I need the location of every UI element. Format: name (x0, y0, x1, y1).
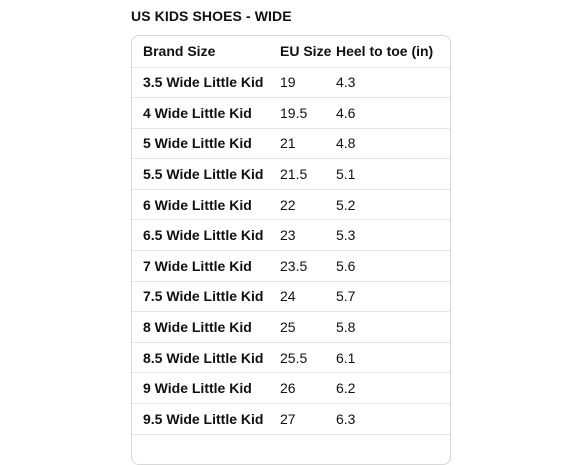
cell-brand-size: 8.5 Wide Little Kid (132, 342, 268, 374)
column-header-brand-size: Brand Size (132, 36, 268, 68)
cell-brand-size: 9 Wide Little Kid (132, 372, 268, 405)
column-header-eu-size: EU Size (268, 36, 336, 68)
cell-brand-size: 5 Wide Little Kid (132, 128, 268, 160)
table-row: 6.5 Wide Little Kid 23 5.3 (132, 219, 450, 252)
cell-heel-to-toe: 4.3 (336, 67, 450, 99)
cell-brand-size: 8 Wide Little Kid (132, 311, 268, 343)
cell-eu-size: 19 (268, 67, 336, 99)
cell-brand-size: 4 Wide Little Kid (132, 97, 268, 129)
table-row: 8 Wide Little Kid 25 5.8 (132, 311, 450, 343)
cell-eu-size: 24 (268, 281, 336, 313)
cell-heel-to-toe: 6.2 (336, 372, 450, 405)
table-row: 5 Wide Little Kid 21 4.8 (132, 128, 450, 160)
cell-heel-to-toe: 6.1 (336, 342, 450, 374)
table-row: 9.5 Wide Little Kid 27 6.3 (132, 403, 450, 435)
cell-eu-size: 25 (268, 311, 336, 343)
cell-eu-size: 23.5 (268, 250, 336, 282)
cell-heel-to-toe: 5.2 (336, 189, 450, 221)
cell-brand-size: 9.5 Wide Little Kid (132, 403, 268, 435)
table-body: 3.5 Wide Little Kid 19 4.3 4 Wide Little Ki… (132, 67, 450, 435)
page-title: US KIDS SHOES - WIDE (131, 8, 292, 24)
table-row: 5.5 Wide Little Kid 21.5 5.1 (132, 158, 450, 190)
cell-heel-to-toe: 5.7 (336, 281, 450, 313)
table-row: 9 Wide Little Kid 26 6.2 (132, 372, 450, 405)
cell-brand-size: 7.5 Wide Little Kid (132, 281, 268, 313)
cell-eu-size: 27 (268, 403, 336, 435)
cell-heel-to-toe: 5.6 (336, 250, 450, 282)
table-row: 6 Wide Little Kid 22 5.2 (132, 189, 450, 221)
cell-heel-to-toe: 5.3 (336, 219, 450, 252)
cell-brand-size: 6.5 Wide Little Kid (132, 219, 268, 252)
cell-brand-size: 6 Wide Little Kid (132, 189, 268, 221)
cell-eu-size: 21.5 (268, 158, 336, 190)
cell-brand-size: 5.5 Wide Little Kid (132, 158, 268, 190)
cell-heel-to-toe: 5.8 (336, 311, 450, 343)
table-header-row: Brand Size EU Size Heel to toe (in) (132, 36, 450, 68)
cell-brand-size: 7 Wide Little Kid (132, 250, 268, 282)
cell-heel-to-toe: 6.3 (336, 403, 450, 435)
cell-eu-size: 26 (268, 372, 336, 405)
cell-heel-to-toe: 4.8 (336, 128, 450, 160)
cell-eu-size: 23 (268, 219, 336, 252)
table-row: 4 Wide Little Kid 19.5 4.6 (132, 97, 450, 129)
table-row: 7.5 Wide Little Kid 24 5.7 (132, 281, 450, 313)
cell-eu-size: 22 (268, 189, 336, 221)
size-chart-table-card: Brand Size EU Size Heel to toe (in) 3.5 … (131, 35, 451, 465)
size-chart-table: Brand Size EU Size Heel to toe (in) 3.5 … (132, 36, 450, 435)
column-header-heel-to-toe: Heel to toe (in) (336, 36, 450, 68)
cell-heel-to-toe: 5.1 (336, 158, 450, 190)
table-row: 8.5 Wide Little Kid 25.5 6.1 (132, 342, 450, 374)
cell-heel-to-toe: 4.6 (336, 97, 450, 129)
cell-eu-size: 25.5 (268, 342, 336, 374)
cell-brand-size: 3.5 Wide Little Kid (132, 67, 268, 99)
table-row: 3.5 Wide Little Kid 19 4.3 (132, 67, 450, 99)
cell-eu-size: 19.5 (268, 97, 336, 129)
table-row: 7 Wide Little Kid 23.5 5.6 (132, 250, 450, 282)
cell-eu-size: 21 (268, 128, 336, 160)
